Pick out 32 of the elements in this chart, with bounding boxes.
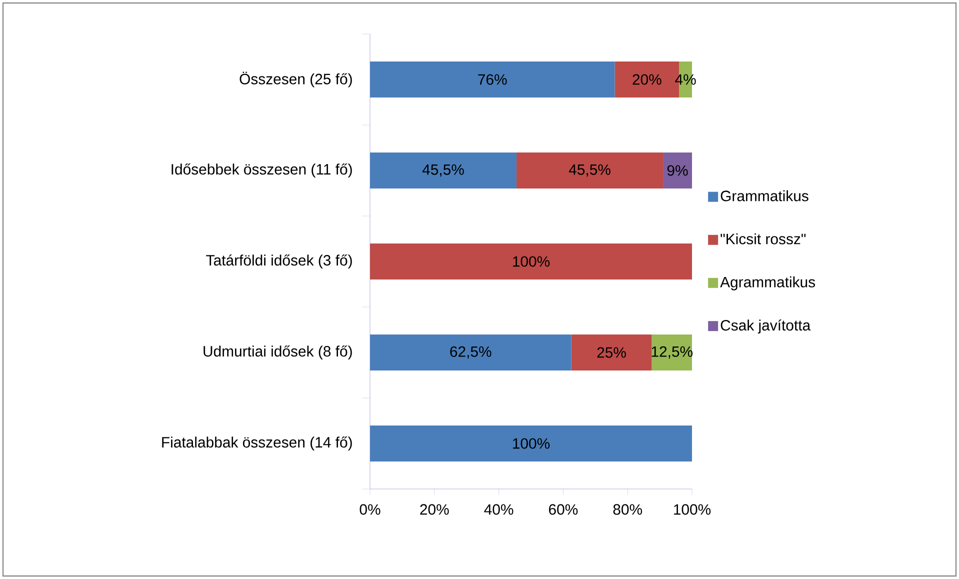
bar xyxy=(370,61,615,98)
bar xyxy=(370,334,572,370)
bar xyxy=(663,152,692,188)
y-tick-label: Összesen (25 fő) xyxy=(240,72,352,88)
data-label: 25% xyxy=(597,347,626,358)
x-tick-label: 20% xyxy=(420,504,449,515)
y-tick-label: Fiatalabbak összesen (14 fő) xyxy=(162,436,352,451)
x-tick-label: 80% xyxy=(613,504,642,515)
bar xyxy=(370,152,517,188)
legend-label: Agrammatikus xyxy=(720,276,816,290)
data-label: 100% xyxy=(513,256,550,267)
data-label: 45,5% xyxy=(568,164,610,177)
x-tick-label: 40% xyxy=(484,504,514,515)
legend-label: "Kicsit rossz" xyxy=(720,233,806,244)
legend-label: Grammatikus xyxy=(720,190,808,202)
data-label: 9% xyxy=(667,165,688,176)
bar xyxy=(516,152,664,188)
data-label: 20% xyxy=(632,74,662,85)
legend-label: Csak javította xyxy=(720,319,811,334)
data-label: 76% xyxy=(478,74,507,85)
y-tick-label: Tatárföldi idősek (3 fő) xyxy=(206,254,352,269)
y-tick-label: Idősebbek összesen (11 fő) xyxy=(172,163,352,178)
data-label: 45,5% xyxy=(422,164,464,177)
x-tick-label: 100% xyxy=(674,504,711,515)
data-label: 100% xyxy=(513,438,550,449)
data-label: 62,5% xyxy=(450,346,492,359)
bar xyxy=(571,334,652,370)
bar xyxy=(370,243,692,280)
bar xyxy=(370,425,692,462)
x-tick-label: 0% xyxy=(360,504,380,515)
y-tick-label: Udmurtiai idősek (8 fő) xyxy=(204,345,352,360)
x-tick-label: 60% xyxy=(549,504,578,515)
